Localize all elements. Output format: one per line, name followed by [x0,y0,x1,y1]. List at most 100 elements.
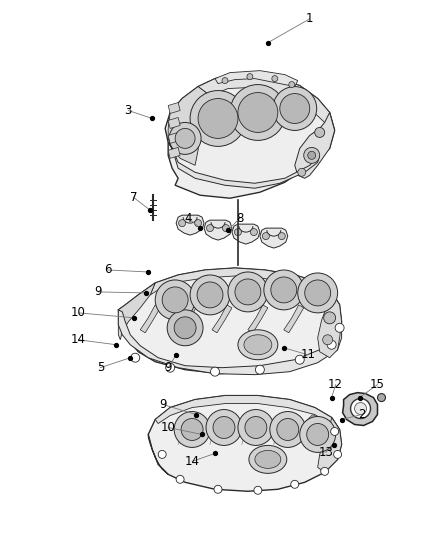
Polygon shape [168,117,180,128]
Circle shape [247,74,253,79]
Circle shape [378,393,385,401]
Polygon shape [148,434,168,474]
Text: 1: 1 [306,12,314,25]
Circle shape [327,340,336,349]
Circle shape [155,280,195,320]
Circle shape [238,93,278,132]
Polygon shape [178,415,190,424]
Circle shape [264,270,304,310]
Text: 9: 9 [164,361,172,374]
Circle shape [207,224,213,232]
Circle shape [273,86,317,131]
Polygon shape [168,142,320,188]
Polygon shape [155,395,339,430]
Text: 8: 8 [236,212,244,224]
Text: 14: 14 [184,455,200,468]
Polygon shape [165,75,335,198]
Text: 13: 13 [318,446,333,459]
Circle shape [213,416,235,439]
Circle shape [298,273,338,313]
Circle shape [214,486,222,493]
Text: 3: 3 [124,104,132,117]
Circle shape [334,450,342,458]
Polygon shape [176,215,204,235]
Circle shape [280,94,310,124]
Circle shape [324,312,336,324]
Text: 7: 7 [130,191,137,204]
Polygon shape [318,292,342,358]
Circle shape [245,416,267,439]
Text: 9: 9 [159,398,167,411]
Text: 12: 12 [328,378,343,391]
Circle shape [206,409,242,446]
Circle shape [190,91,246,147]
Polygon shape [318,417,342,472]
Circle shape [300,416,336,453]
Text: 11: 11 [300,348,315,361]
Polygon shape [118,268,342,374]
Text: 4: 4 [184,212,192,224]
Circle shape [335,324,344,332]
Circle shape [277,418,299,440]
Polygon shape [176,305,196,333]
Text: 10: 10 [71,306,86,319]
Polygon shape [274,415,286,424]
Circle shape [131,353,140,362]
Polygon shape [242,415,254,424]
Ellipse shape [244,335,272,355]
Polygon shape [260,228,288,248]
Polygon shape [118,310,342,375]
Polygon shape [168,102,180,114]
Polygon shape [232,224,260,244]
Circle shape [251,229,258,236]
Polygon shape [284,305,304,333]
Circle shape [197,282,223,308]
Circle shape [179,220,186,227]
Polygon shape [198,75,335,131]
Text: 6: 6 [105,263,112,277]
Ellipse shape [255,450,281,469]
Circle shape [304,148,320,163]
Circle shape [174,411,210,447]
Polygon shape [168,148,180,158]
Circle shape [255,365,265,374]
Circle shape [223,224,230,232]
Circle shape [289,82,295,87]
Circle shape [323,335,332,345]
Circle shape [314,127,325,138]
Circle shape [166,363,175,372]
Polygon shape [210,415,222,424]
Circle shape [190,275,230,315]
Circle shape [230,85,286,140]
Polygon shape [168,132,180,143]
Polygon shape [306,415,318,424]
Circle shape [270,411,306,447]
Text: 5: 5 [97,361,104,374]
Circle shape [307,424,328,446]
Circle shape [305,280,331,306]
Polygon shape [140,305,160,333]
Text: 15: 15 [370,378,385,391]
Circle shape [308,151,316,159]
Ellipse shape [249,446,287,473]
Circle shape [272,76,278,82]
Circle shape [211,367,219,376]
Polygon shape [204,220,232,240]
Circle shape [331,427,339,435]
Polygon shape [118,283,155,340]
Text: 9: 9 [95,285,102,298]
Circle shape [355,402,367,415]
Polygon shape [212,305,232,333]
Circle shape [291,480,299,488]
Circle shape [162,287,188,313]
Circle shape [174,317,196,339]
Circle shape [298,168,306,176]
Circle shape [176,475,184,483]
Circle shape [181,418,203,440]
Circle shape [295,355,304,364]
Circle shape [321,467,328,475]
Ellipse shape [238,330,278,360]
Circle shape [175,128,195,148]
Circle shape [262,232,269,240]
Text: 14: 14 [71,333,86,346]
